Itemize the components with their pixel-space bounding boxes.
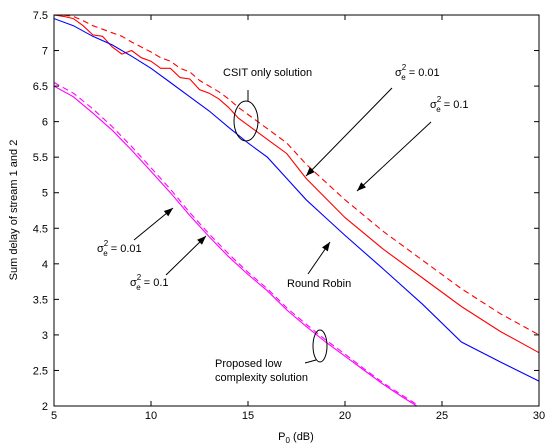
axis-ticks: 5 10 15 20 25 30 2 2.5 3 3.5 4 4.5 5 5.5 6 6.5 7 7.5 — [33, 10, 545, 422]
csit-ellipse — [233, 100, 259, 142]
y-axis-label: Sum delay of stream 1 and 2 — [8, 140, 20, 281]
x-axis-label: P0 (dB) — [278, 431, 314, 445]
sigma-label-top-01: σ2 e = 0.1 — [430, 95, 469, 114]
annotation-arrow-5 — [307, 241, 331, 275]
y-tick-label: 6 — [42, 117, 48, 129]
x-tick-label: 25 — [436, 410, 448, 422]
series-line-5 — [54, 82, 421, 406]
y-tick-label: 7 — [42, 46, 48, 58]
series-line-1 — [54, 15, 539, 354]
x-tick-label: 10 — [145, 410, 157, 422]
annotation-arrow-1 — [305, 87, 393, 177]
sigma-label-top-001: σ2 e = 0.01 — [395, 63, 440, 82]
proposed-label-line1: Proposed low — [215, 358, 282, 370]
y-tick-label: 6.5 — [33, 81, 48, 93]
plot-background — [54, 15, 539, 406]
series-line-4 — [54, 85, 418, 406]
y-tick-label: 5 — [42, 188, 48, 200]
proposed-ellipse-connector — [304, 359, 317, 364]
round-robin-label: Round Robin — [287, 278, 351, 290]
y-tick-label: 3.5 — [33, 294, 48, 306]
x-tick-label: 5 — [51, 410, 57, 422]
series-lines — [54, 15, 539, 406]
annotation-arrow-3 — [133, 207, 174, 241]
sigma-label-bottom-001: σ2 e = 0.01 — [97, 239, 142, 258]
plot-frame — [53, 14, 540, 407]
x-tick-label: 20 — [339, 410, 351, 422]
y-tick-label: 7.5 — [33, 10, 48, 22]
y-tick-label: 2 — [42, 401, 48, 413]
y-tick-label: 3 — [42, 330, 48, 342]
annotation-arrow-4 — [165, 235, 207, 276]
proposed-label-line2: complexity solution — [215, 372, 308, 384]
annotation-arrow-2 — [356, 121, 432, 192]
y-tick-label: 5.5 — [33, 152, 48, 164]
csit-label: CSIT only solution — [223, 67, 312, 79]
x-tick-label: 15 — [242, 410, 254, 422]
y-tick-label: 4 — [42, 259, 48, 271]
annotation-arrows — [133, 87, 432, 276]
x-tick-label: 30 — [533, 410, 545, 422]
proposed-ellipse — [312, 329, 328, 363]
series-line-3 — [54, 18, 539, 382]
series-line-2 — [54, 15, 539, 336]
sigma-label-bottom-01: σ2 e = 0.1 — [130, 273, 169, 292]
y-tick-label: 4.5 — [33, 223, 48, 235]
y-tick-label: 2.5 — [33, 365, 48, 377]
annotations: CSIT only solution σ2 e = 0.01 σ2 e = 0.1 … — [97, 63, 469, 384]
